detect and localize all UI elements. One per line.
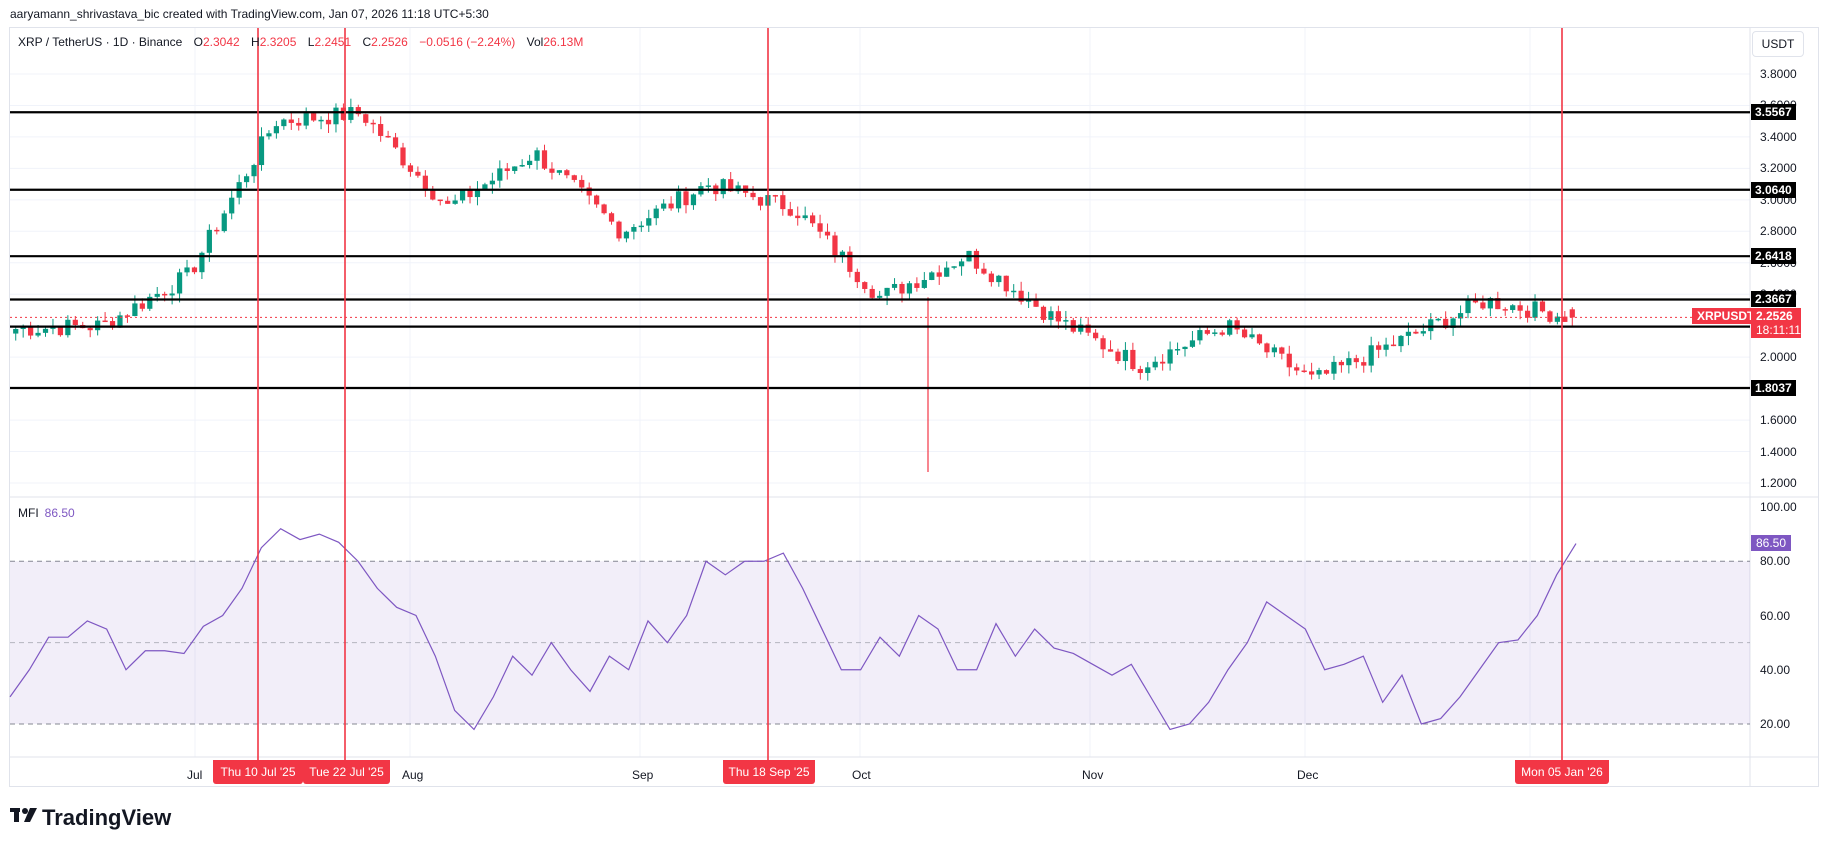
- tradingview-logo[interactable]: TradingView: [10, 805, 171, 831]
- level-price-tag: 3.5567: [1751, 104, 1796, 121]
- level-price-tag: 3.0640: [1751, 181, 1796, 198]
- last-price: 2.2526: [1756, 309, 1793, 323]
- tradingview-logo-icon: [10, 806, 38, 830]
- price-tick: 1.2000: [1760, 476, 1797, 490]
- price-tick: 3.4000: [1760, 129, 1797, 144]
- chart-frame: [9, 27, 1819, 787]
- mfi-value-tag: 86.50: [1751, 535, 1792, 551]
- symbol-price-tag: XRPUSDT: [1692, 308, 1760, 324]
- mfi-legend[interactable]: MFI 86.50: [18, 506, 75, 520]
- level-price-tag: 2.6418: [1751, 248, 1796, 265]
- time-tick-sep: Sep: [632, 768, 654, 782]
- date-marker-label: Thu 18 Sep '25: [723, 760, 815, 784]
- change-value: −0.0516 (−2.24%): [419, 35, 516, 49]
- mfi-tick: 100.00: [1760, 500, 1797, 514]
- mfi-tick: 20.00: [1760, 717, 1791, 731]
- symbol-title[interactable]: XRP / TetherUS · 1D · Binance: [18, 35, 183, 49]
- date-marker-label: Tue 22 Jul '25: [303, 760, 390, 784]
- mfi-tick: 60.00: [1760, 608, 1791, 623]
- mfi-tick: 40.00: [1760, 662, 1791, 677]
- logo-text: TradingView: [42, 805, 172, 830]
- time-tick-oct: Oct: [852, 768, 871, 782]
- date-marker-label: Mon 05 Jan '26: [1515, 760, 1609, 784]
- close-value: 2.2526: [371, 35, 408, 49]
- time-tick-aug: Aug: [402, 768, 424, 782]
- price-tick: 3.2000: [1760, 161, 1797, 176]
- bar-countdown: 18:11:11: [1756, 323, 1801, 337]
- low-value: 2.2451: [314, 35, 352, 49]
- symbol-legend: XRP / TetherUS · 1D · Binance O2.3042 H2…: [18, 35, 584, 49]
- price-tick: 2.0000: [1760, 350, 1797, 365]
- volume-value: 26.13M: [543, 35, 584, 49]
- level-price-tag: 2.3667: [1751, 291, 1796, 308]
- time-tick-dec: Dec: [1297, 768, 1319, 782]
- mfi-label: MFI: [18, 506, 39, 520]
- price-tick: 3.8000: [1760, 67, 1797, 81]
- price-tick: 1.6000: [1760, 413, 1797, 428]
- date-marker-label: Thu 10 Jul '25: [213, 760, 303, 784]
- price-tick: 1.4000: [1760, 444, 1797, 459]
- time-tick-jul: Jul: [187, 768, 203, 782]
- currency-selector[interactable]: USDT: [1752, 31, 1804, 57]
- price-tick: 2.8000: [1760, 224, 1797, 239]
- chart-credit: aaryamann_shrivastava_bic created with T…: [10, 7, 489, 21]
- level-price-tag: 1.8037: [1751, 380, 1796, 397]
- mfi-tick: 80.00: [1760, 554, 1791, 569]
- mfi-value: 86.50: [44, 506, 75, 520]
- open-value: 2.3042: [202, 35, 240, 49]
- time-tick-nov: Nov: [1082, 768, 1104, 782]
- last-price-tag: 2.2526 18:11:11: [1751, 308, 1801, 338]
- high-value: 2.3205: [259, 35, 297, 49]
